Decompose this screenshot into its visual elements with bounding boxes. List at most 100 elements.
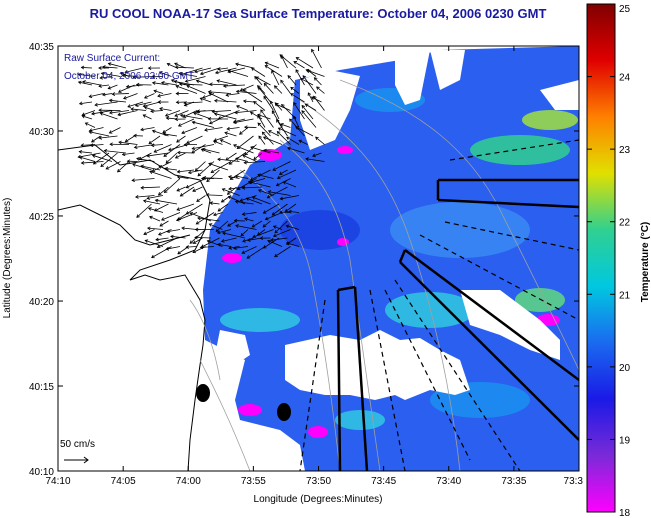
current-vector (79, 156, 96, 162)
current-vector (176, 175, 189, 180)
current-vector (213, 212, 223, 217)
current-vector (226, 126, 240, 131)
current-vector (164, 110, 181, 117)
colorbar-tick-label: 23 (619, 145, 631, 156)
current-vector (151, 81, 169, 86)
current-vector (227, 69, 249, 77)
current-vector (108, 98, 127, 103)
x-tick-label: 73:45 (371, 476, 396, 487)
colorbar-tick-label: 25 (619, 4, 631, 15)
current-vector (208, 118, 220, 125)
current-vector (149, 170, 172, 179)
current-vector (94, 101, 118, 107)
current-vector (244, 217, 254, 222)
current-vector (234, 110, 257, 115)
current-vector (216, 79, 237, 86)
x-tick-label: 74:00 (176, 476, 201, 487)
current-vector (276, 131, 291, 145)
map-title: RU COOL NOAA-17 Sea Surface Temperature:… (89, 6, 547, 21)
current-vector (196, 195, 206, 202)
current-vector (233, 246, 249, 250)
current-vector (257, 122, 271, 137)
x-tick-label: 74:05 (111, 476, 136, 487)
current-vector (233, 144, 254, 154)
current-vector (77, 80, 93, 86)
current-vector (80, 143, 96, 148)
current-vector (242, 154, 257, 162)
current-vector (136, 203, 152, 218)
current-vector (151, 246, 172, 259)
current-vector (253, 152, 263, 161)
current-vector (157, 93, 172, 98)
current-vector (279, 210, 291, 215)
current-vector (147, 207, 164, 213)
current-vector (241, 212, 257, 216)
current-vector (213, 112, 237, 120)
current-vector (174, 117, 186, 122)
current-vector (175, 84, 198, 94)
current-vector (234, 199, 254, 205)
current-vector (307, 92, 314, 103)
current-vector (217, 242, 232, 247)
y-axis-title: Latitude (Degrees:Minutes) (2, 198, 13, 319)
current-vector (153, 144, 172, 153)
current-vector (80, 65, 93, 70)
current-vector (179, 186, 195, 197)
current-vector (177, 118, 195, 127)
current-vector (304, 103, 317, 111)
current-vector (264, 61, 280, 69)
current-vector (225, 93, 240, 97)
current-vector (217, 157, 240, 162)
current-vector (258, 135, 266, 145)
current-vector (276, 169, 297, 180)
surface-current-vectors (77, 48, 325, 259)
current-vector (100, 71, 121, 77)
current-vector (166, 229, 181, 234)
colorbar-ticks: 25 24 23 22 21 20 19 18 (587, 3, 631, 518)
current-vector (151, 74, 164, 79)
current-vector (91, 154, 113, 162)
current-vector (84, 122, 96, 128)
current-vector (204, 127, 223, 132)
current-vector (269, 100, 280, 120)
current-vector (286, 136, 300, 145)
colorbar-tick-label: 19 (619, 435, 631, 446)
current-vector (235, 157, 249, 162)
current-vector (195, 79, 212, 86)
current-vector (176, 169, 195, 174)
x-axis-ticks: 74:10 74:05 74:00 73:55 73:50 73:45 73:40 73:35… (45, 46, 583, 487)
current-vector (147, 66, 161, 70)
current-vector (150, 143, 164, 148)
current-vector (287, 75, 297, 86)
current-vector (208, 162, 229, 171)
current-vector (241, 246, 257, 254)
current-vector (262, 136, 283, 145)
current-vector (292, 115, 300, 128)
current-vector (179, 113, 203, 120)
current-vector (140, 164, 161, 171)
current-vector (215, 220, 229, 232)
current-vector (257, 114, 266, 128)
current-vector (276, 118, 288, 137)
current-vector (194, 161, 206, 172)
current-vector (140, 127, 155, 132)
colorbar-tick-label: 22 (619, 218, 631, 229)
cloud-masks (215, 50, 579, 400)
current-vector (250, 145, 271, 154)
current-vector (260, 109, 274, 128)
current-vector (105, 161, 121, 170)
current-vector (133, 144, 155, 150)
current-vector (315, 136, 325, 145)
radar-wedge-edge (398, 249, 407, 263)
current-vector (103, 148, 127, 154)
current-vector (178, 71, 198, 77)
current-vector (98, 108, 121, 113)
current-vector (271, 203, 288, 216)
current-vector (136, 157, 155, 162)
current-vector (91, 110, 113, 116)
x-tick-label: 73:55 (241, 476, 266, 487)
x-axis-title: Longitude (Degrees:Minutes) (254, 494, 383, 505)
current-vector (285, 224, 300, 230)
current-vector (189, 229, 206, 244)
current-vector (220, 237, 237, 243)
